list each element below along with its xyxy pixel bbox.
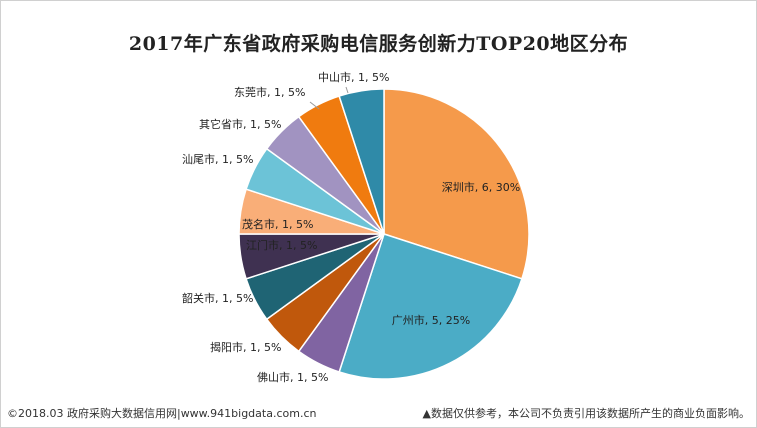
slice-label-2: 广州市, 5, 25% — [392, 313, 470, 327]
slice-label-9: 其它省市, 1, 5% — [199, 117, 281, 131]
slice-label-7: 茂名市, 1, 5% — [242, 217, 313, 231]
slice-label-10: 东莞市, 1, 5% — [234, 85, 305, 99]
pie-chart: 深圳市, 6, 30% 广州市, 5, 25% 佛山市, 1, 5% 揭阳市, 1, … — [182, 70, 530, 384]
leader-line-10 — [309, 101, 320, 110]
slice-label-4: 揭阳市, 1, 5% — [210, 340, 281, 354]
chart-title: 2017年广东省政府采购电信服务创新力TOP20地区分布 — [128, 33, 629, 55]
pie-slice-1 — [383, 88, 530, 280]
pie-slice-11 — [338, 88, 385, 235]
slice-label-3: 佛山市, 1, 5% — [257, 370, 328, 384]
leader-line-11 — [345, 86, 349, 94]
footer-disclaimer: ▲数据仅供参考，本公司不负责引用该数据所产生的商业负面影响。 — [422, 407, 750, 420]
slice-label-6: 江门市, 1, 5% — [246, 238, 317, 252]
slice-label-5: 韶关市, 1, 5% — [182, 291, 253, 305]
slice-label-1: 深圳市, 6, 30% — [442, 180, 520, 194]
pie-slice-2 — [338, 233, 523, 380]
slice-label-11: 中山市, 1, 5% — [318, 70, 389, 84]
slice-label-8: 汕尾市, 1, 5% — [182, 152, 253, 166]
footer-copyright: ©2018.03 政府采购大数据信用网|www.941bigdata.com.c… — [7, 407, 317, 420]
